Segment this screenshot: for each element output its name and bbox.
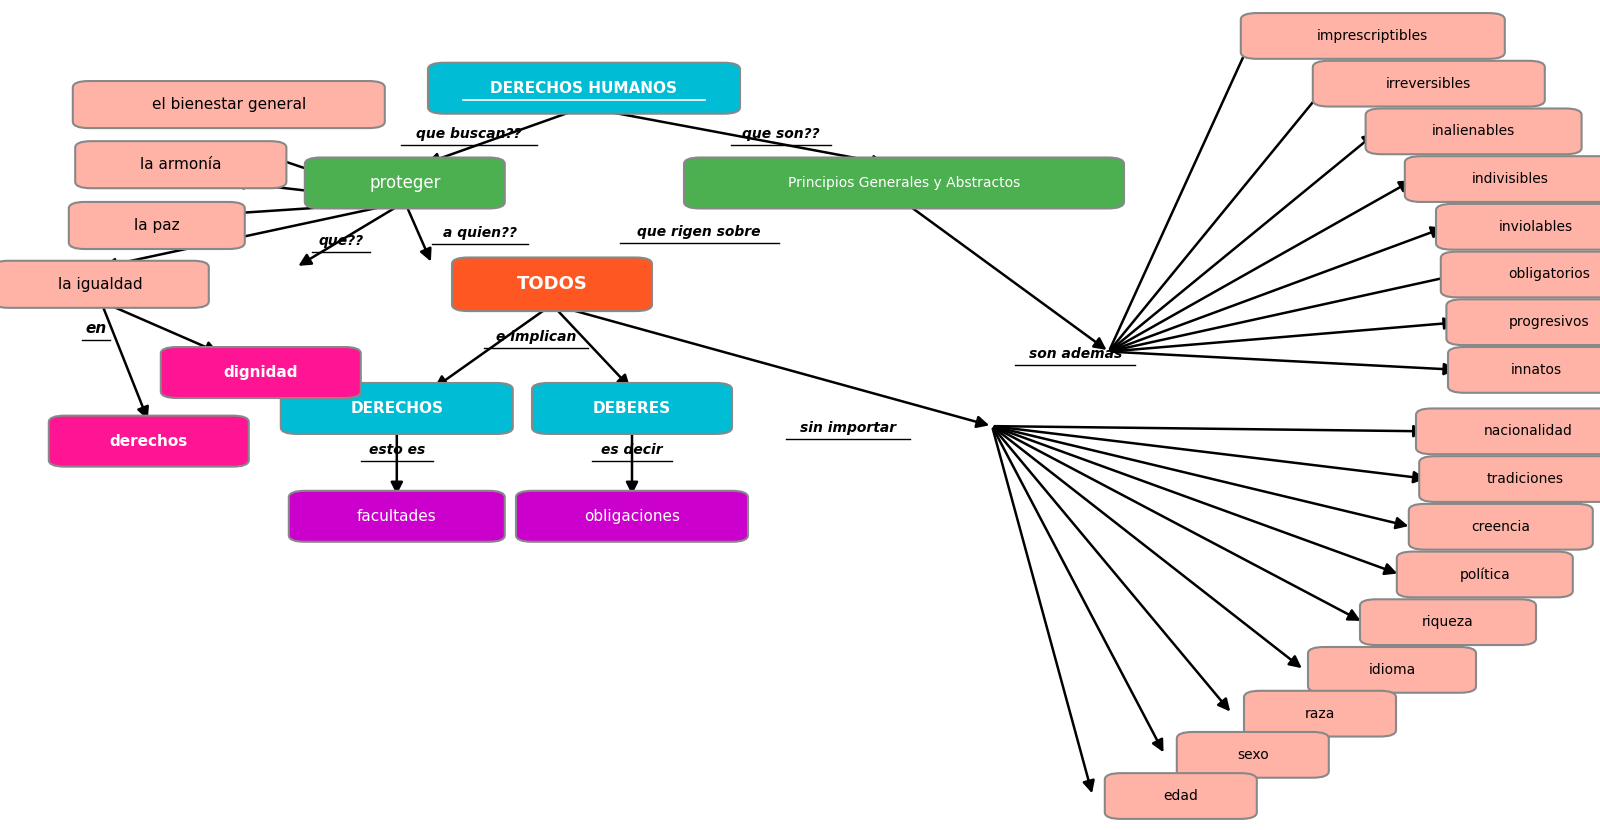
- Text: son ademas: son ademas: [1029, 347, 1122, 361]
- Text: riqueza: riqueza: [1422, 615, 1474, 629]
- FancyBboxPatch shape: [75, 141, 286, 188]
- FancyBboxPatch shape: [1419, 457, 1600, 502]
- FancyBboxPatch shape: [0, 261, 208, 308]
- Text: Principios Generales y Abstractos: Principios Generales y Abstractos: [787, 176, 1021, 190]
- FancyBboxPatch shape: [515, 491, 749, 542]
- Text: edad: edad: [1163, 789, 1198, 803]
- FancyBboxPatch shape: [72, 81, 384, 128]
- Text: en: en: [85, 320, 107, 335]
- FancyBboxPatch shape: [1242, 13, 1504, 59]
- FancyBboxPatch shape: [451, 257, 653, 311]
- FancyBboxPatch shape: [1416, 408, 1600, 454]
- Text: que son??: que son??: [742, 127, 819, 141]
- Text: DERECHOS: DERECHOS: [350, 401, 443, 416]
- FancyBboxPatch shape: [1408, 504, 1592, 549]
- FancyBboxPatch shape: [69, 202, 245, 249]
- Text: esto es: esto es: [368, 442, 426, 457]
- Text: irreversibles: irreversibles: [1386, 76, 1472, 90]
- Text: que buscan??: que buscan??: [416, 127, 522, 141]
- Text: nacionalidad: nacionalidad: [1483, 424, 1573, 438]
- FancyBboxPatch shape: [1440, 251, 1600, 297]
- Text: DEBERES: DEBERES: [594, 401, 670, 416]
- FancyBboxPatch shape: [1309, 647, 1475, 693]
- FancyBboxPatch shape: [304, 158, 506, 208]
- FancyBboxPatch shape: [1366, 109, 1582, 154]
- Text: la paz: la paz: [134, 218, 179, 233]
- Text: sin importar: sin importar: [800, 421, 896, 435]
- Text: obligatorios: obligatorios: [1507, 267, 1590, 281]
- Text: dignidad: dignidad: [224, 365, 298, 380]
- Text: a quien??: a quien??: [443, 227, 517, 241]
- Text: idioma: idioma: [1368, 663, 1416, 677]
- Text: sexo: sexo: [1237, 748, 1269, 762]
- FancyBboxPatch shape: [290, 491, 506, 542]
- Text: e implican: e implican: [496, 330, 576, 344]
- FancyBboxPatch shape: [1446, 300, 1600, 345]
- Text: que rigen sobre: que rigen sobre: [637, 225, 762, 239]
- Text: creencia: creencia: [1472, 520, 1530, 534]
- Text: política: política: [1459, 567, 1510, 582]
- FancyBboxPatch shape: [1448, 347, 1600, 393]
- FancyBboxPatch shape: [531, 383, 733, 434]
- Text: derechos: derechos: [110, 433, 187, 449]
- FancyBboxPatch shape: [48, 416, 250, 466]
- Text: el bienestar general: el bienestar general: [152, 97, 306, 112]
- Text: DERECHOS HUMANOS: DERECHOS HUMANOS: [491, 81, 677, 95]
- Text: raza: raza: [1306, 706, 1334, 720]
- Text: facultades: facultades: [357, 509, 437, 524]
- Text: que??: que??: [318, 233, 363, 247]
- Text: indivisibles: indivisibles: [1472, 172, 1549, 186]
- FancyBboxPatch shape: [1397, 552, 1573, 598]
- Text: inalienables: inalienables: [1432, 124, 1515, 139]
- Text: inviolables: inviolables: [1499, 220, 1573, 234]
- Text: proteger: proteger: [370, 174, 440, 192]
- FancyBboxPatch shape: [1104, 773, 1258, 819]
- FancyBboxPatch shape: [1178, 732, 1328, 778]
- Text: la igualdad: la igualdad: [59, 276, 142, 292]
- FancyBboxPatch shape: [1245, 691, 1395, 736]
- FancyBboxPatch shape: [427, 63, 739, 114]
- Text: obligaciones: obligaciones: [584, 509, 680, 524]
- FancyBboxPatch shape: [280, 383, 512, 434]
- Text: imprescriptibles: imprescriptibles: [1317, 29, 1429, 43]
- FancyBboxPatch shape: [162, 347, 362, 398]
- FancyBboxPatch shape: [1405, 156, 1600, 202]
- FancyBboxPatch shape: [1437, 204, 1600, 250]
- FancyBboxPatch shape: [1312, 61, 1546, 106]
- Text: es decir: es decir: [602, 442, 662, 457]
- Text: tradiciones: tradiciones: [1486, 472, 1563, 486]
- FancyBboxPatch shape: [1360, 599, 1536, 645]
- Text: progresivos: progresivos: [1509, 315, 1589, 330]
- Text: innatos: innatos: [1510, 363, 1562, 377]
- FancyBboxPatch shape: [683, 158, 1123, 208]
- Text: la armonía: la armonía: [141, 157, 221, 172]
- Text: TODOS: TODOS: [517, 276, 587, 293]
